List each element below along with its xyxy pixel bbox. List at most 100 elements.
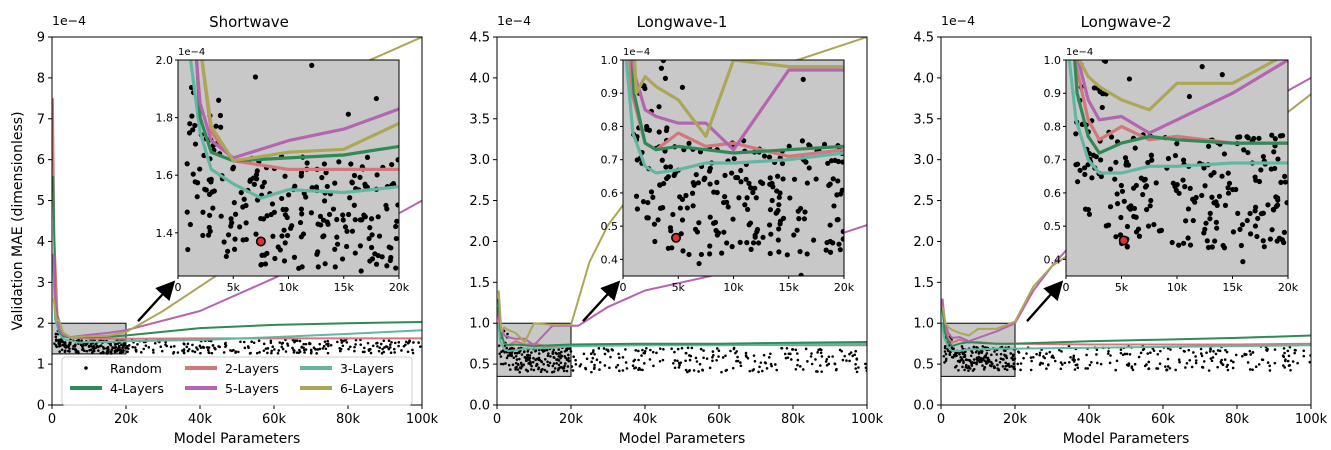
random-point bbox=[1190, 365, 1194, 369]
random-point bbox=[371, 344, 375, 348]
series-line-4-layers bbox=[941, 306, 1311, 348]
random-point bbox=[946, 349, 950, 353]
random-point bbox=[1166, 365, 1170, 368]
random-point bbox=[1035, 352, 1038, 356]
random-point bbox=[814, 358, 817, 361]
random-point bbox=[708, 366, 712, 370]
inset-random-point bbox=[325, 221, 331, 227]
random-point bbox=[637, 349, 640, 353]
random-point bbox=[831, 355, 834, 358]
inset-x-tick-label: 10k bbox=[278, 281, 299, 294]
random-point bbox=[1178, 360, 1181, 364]
random-point bbox=[375, 342, 378, 345]
inset-random-point bbox=[1074, 179, 1081, 185]
inset-random-point bbox=[752, 234, 758, 240]
random-point bbox=[1249, 353, 1253, 356]
random-point bbox=[252, 341, 256, 345]
y-tick-label: 3 bbox=[37, 276, 45, 291]
random-point bbox=[688, 358, 692, 362]
random-point bbox=[1146, 352, 1150, 355]
random-point bbox=[565, 348, 569, 352]
inset-random-point bbox=[192, 141, 199, 147]
random-point bbox=[262, 349, 266, 352]
random-point bbox=[983, 359, 986, 362]
random-point bbox=[739, 361, 742, 364]
random-point bbox=[798, 365, 802, 368]
inset-random-point bbox=[225, 232, 232, 238]
random-point bbox=[113, 349, 117, 353]
random-point bbox=[539, 370, 543, 374]
random-point bbox=[336, 340, 339, 344]
random-point bbox=[66, 345, 70, 349]
inset-random-point bbox=[308, 210, 314, 216]
random-point bbox=[60, 348, 64, 352]
inset-random-point bbox=[366, 235, 372, 242]
inset-random-point bbox=[1147, 203, 1153, 209]
inset-random-point bbox=[395, 202, 399, 208]
random-point bbox=[1226, 363, 1229, 367]
inset-random-point bbox=[240, 204, 246, 210]
random-point bbox=[753, 359, 757, 363]
inset-random-point bbox=[787, 195, 793, 201]
random-point bbox=[537, 367, 540, 371]
inset-random-point bbox=[309, 185, 315, 191]
random-point bbox=[107, 348, 110, 351]
inset-random-point bbox=[736, 195, 742, 201]
inset-random-point bbox=[1126, 204, 1132, 211]
y-tick-label: 0.0 bbox=[469, 399, 490, 414]
random-point bbox=[1273, 361, 1277, 365]
inset-random-point bbox=[1148, 152, 1155, 158]
inset-series-line-4-layers bbox=[1073, 60, 1288, 155]
inset-series-line-6-layers bbox=[1077, 60, 1280, 112]
inset-random-point bbox=[206, 191, 213, 197]
inset-random-point bbox=[361, 212, 367, 218]
random-point bbox=[990, 364, 993, 368]
random-point bbox=[1059, 361, 1063, 364]
inset-random-point bbox=[831, 203, 837, 209]
random-point bbox=[820, 370, 823, 373]
random-point bbox=[199, 351, 202, 355]
random-point bbox=[1266, 361, 1270, 364]
inset-series-line-5-layers bbox=[1076, 60, 1288, 135]
random-point bbox=[1155, 367, 1158, 370]
inset-random-point bbox=[326, 211, 333, 218]
y-multiplier: 1e−4 bbox=[497, 13, 531, 28]
inset-random-point bbox=[827, 249, 834, 255]
random-point bbox=[144, 344, 148, 347]
random-point bbox=[806, 360, 809, 363]
inset-x-tick-label: 20k bbox=[389, 281, 410, 294]
random-point bbox=[684, 368, 688, 372]
random-point bbox=[412, 341, 415, 344]
random-point bbox=[841, 358, 845, 362]
random-point bbox=[763, 361, 767, 364]
inset-random-point bbox=[784, 252, 790, 258]
inset-random-point bbox=[776, 194, 782, 200]
random-point bbox=[102, 347, 106, 350]
y-tick-label: 4 bbox=[37, 235, 45, 250]
random-point bbox=[58, 350, 61, 353]
random-point bbox=[1283, 359, 1287, 363]
inset-random-point bbox=[794, 227, 800, 233]
random-point bbox=[1243, 352, 1246, 356]
inset-random-point bbox=[799, 138, 806, 144]
random-point bbox=[994, 359, 998, 362]
random-point bbox=[266, 351, 269, 355]
inset-random-point bbox=[243, 236, 249, 243]
inset-random-point bbox=[277, 247, 283, 253]
inset-x-tick-label: 5k bbox=[672, 281, 686, 294]
inset-random-point bbox=[389, 161, 395, 168]
random-point bbox=[293, 340, 296, 344]
random-point bbox=[961, 352, 965, 356]
random-point bbox=[1039, 361, 1042, 365]
random-point bbox=[125, 346, 129, 349]
random-point bbox=[593, 352, 596, 356]
inset-random-point bbox=[1278, 179, 1284, 186]
random-point bbox=[969, 354, 973, 358]
random-point bbox=[1067, 344, 1071, 348]
inset-random-point bbox=[225, 248, 231, 254]
inset-y-tick-label: 0.6 bbox=[601, 187, 619, 200]
random-point bbox=[142, 347, 146, 351]
random-point bbox=[624, 361, 628, 364]
random-point bbox=[122, 342, 126, 345]
random-point bbox=[1137, 355, 1141, 359]
